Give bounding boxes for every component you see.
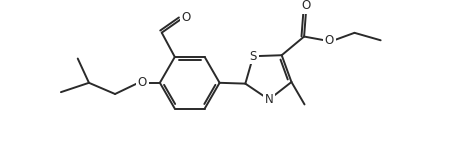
Text: O: O [181,11,190,24]
Text: O: O [137,76,147,89]
Text: O: O [301,0,310,12]
Text: S: S [249,50,256,63]
Text: N: N [264,93,273,106]
Text: O: O [324,34,333,47]
